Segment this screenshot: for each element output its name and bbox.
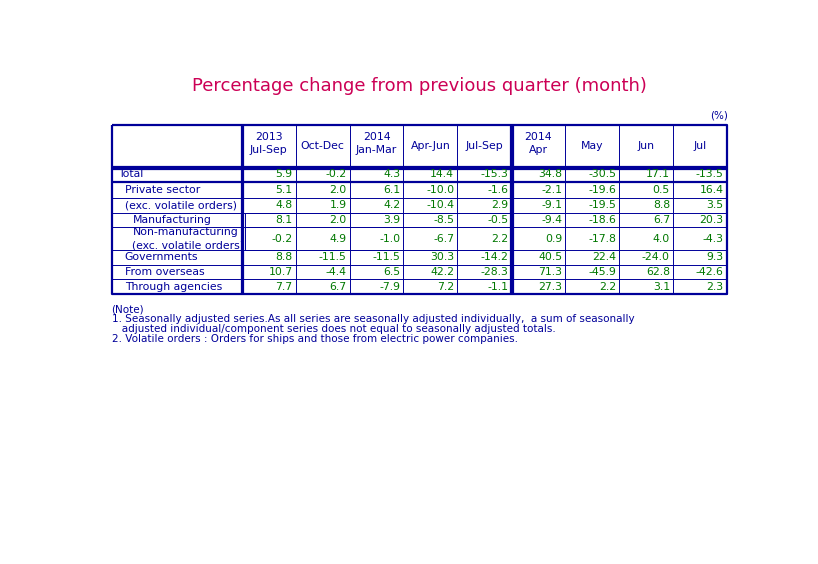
Text: -17.8: -17.8	[588, 233, 616, 244]
Text: 14.4: 14.4	[430, 169, 454, 179]
Text: 10.7: 10.7	[268, 267, 293, 277]
Text: -11.5: -11.5	[318, 252, 347, 262]
Text: -6.7: -6.7	[434, 233, 454, 244]
Text: 2013: 2013	[255, 133, 282, 142]
Text: Private sector: Private sector	[124, 185, 200, 195]
Text: 22.4: 22.4	[592, 252, 616, 262]
Text: 62.8: 62.8	[646, 267, 670, 277]
Text: 16.4: 16.4	[700, 185, 724, 195]
Text: -0.2: -0.2	[326, 169, 347, 179]
Text: -24.0: -24.0	[642, 252, 670, 262]
Text: 2.2: 2.2	[491, 233, 508, 244]
Text: -15.3: -15.3	[480, 169, 508, 179]
Text: 4.3: 4.3	[384, 169, 400, 179]
Text: Through agencies: Through agencies	[124, 281, 222, 292]
Text: 30.3: 30.3	[430, 252, 454, 262]
Text: -10.0: -10.0	[426, 185, 454, 195]
Text: 8.1: 8.1	[276, 215, 293, 225]
Text: 4.9: 4.9	[330, 233, 347, 244]
Text: 6.7: 6.7	[653, 215, 670, 225]
Text: 4.2: 4.2	[384, 200, 400, 210]
Text: -14.2: -14.2	[480, 252, 508, 262]
Text: Apr-Jun: Apr-Jun	[411, 141, 450, 151]
Text: -30.5: -30.5	[588, 169, 616, 179]
Text: From overseas: From overseas	[124, 267, 204, 277]
Text: 40.5: 40.5	[538, 252, 562, 262]
Text: 6.5: 6.5	[384, 267, 400, 277]
Text: 7.2: 7.2	[437, 281, 454, 292]
Text: Manufacturing: Manufacturing	[133, 215, 211, 225]
Text: Jul-Sep: Jul-Sep	[249, 145, 288, 155]
Text: (exc. volatile orders): (exc. volatile orders)	[124, 200, 236, 210]
Text: May: May	[581, 141, 604, 151]
Text: -11.5: -11.5	[372, 252, 400, 262]
Text: 2. Volatile orders : Orders for ships and those from electric power companies.: 2. Volatile orders : Orders for ships an…	[111, 334, 518, 344]
Text: Non-manufacturing
(exc. volatile orders): Non-manufacturing (exc. volatile orders)	[133, 227, 245, 250]
Text: 2.3: 2.3	[707, 281, 724, 292]
Text: 20.3: 20.3	[699, 215, 724, 225]
Text: -9.1: -9.1	[541, 200, 562, 210]
Text: 42.2: 42.2	[430, 267, 454, 277]
Text: 3.9: 3.9	[384, 215, 400, 225]
Text: 17.1: 17.1	[646, 169, 670, 179]
Text: -18.6: -18.6	[588, 215, 616, 225]
Text: -28.3: -28.3	[480, 267, 508, 277]
Text: 3.1: 3.1	[653, 281, 670, 292]
Text: 0.5: 0.5	[653, 185, 670, 195]
Text: -2.1: -2.1	[541, 185, 562, 195]
Text: 6.7: 6.7	[330, 281, 347, 292]
Text: 5.9: 5.9	[276, 169, 293, 179]
Text: 34.8: 34.8	[538, 169, 562, 179]
Text: -4.4: -4.4	[326, 267, 347, 277]
Text: (%): (%)	[711, 111, 729, 121]
Text: -8.5: -8.5	[434, 215, 454, 225]
Text: -19.6: -19.6	[588, 185, 616, 195]
Text: -45.9: -45.9	[588, 267, 616, 277]
Text: 7.7: 7.7	[276, 281, 293, 292]
Text: 27.3: 27.3	[538, 281, 562, 292]
Text: -7.9: -7.9	[380, 281, 400, 292]
Text: 2.0: 2.0	[329, 215, 347, 225]
Text: 2.9: 2.9	[491, 200, 508, 210]
Text: -4.3: -4.3	[703, 233, 724, 244]
Text: -13.5: -13.5	[696, 169, 724, 179]
Text: -1.1: -1.1	[488, 281, 508, 292]
Text: 71.3: 71.3	[538, 267, 562, 277]
Text: Oct-Dec: Oct-Dec	[301, 141, 344, 151]
Text: 1. Seasonally adjusted series.As all series are seasonally adjusted individually: 1. Seasonally adjusted series.As all ser…	[111, 314, 634, 324]
Text: 1.9: 1.9	[330, 200, 347, 210]
Text: Percentage change from previous quarter (month): Percentage change from previous quarter …	[191, 77, 647, 95]
Text: Governments: Governments	[124, 252, 198, 262]
Text: -9.4: -9.4	[541, 215, 562, 225]
Text: -1.6: -1.6	[488, 185, 508, 195]
Text: -42.6: -42.6	[696, 267, 724, 277]
Text: -0.5: -0.5	[487, 215, 508, 225]
Text: -19.5: -19.5	[588, 200, 616, 210]
Text: 4.8: 4.8	[276, 200, 293, 210]
Text: 5.1: 5.1	[276, 185, 293, 195]
Text: -1.0: -1.0	[380, 233, 400, 244]
Text: 8.8: 8.8	[276, 252, 293, 262]
Text: Jul: Jul	[694, 141, 707, 151]
Text: 4.0: 4.0	[653, 233, 670, 244]
Text: 3.5: 3.5	[707, 200, 724, 210]
Text: -0.2: -0.2	[272, 233, 293, 244]
Text: -10.4: -10.4	[426, 200, 454, 210]
Text: adjusted individual/component series does not equal to seasonally adjusted total: adjusted individual/component series doe…	[111, 324, 555, 334]
Text: Apr: Apr	[528, 145, 548, 155]
Text: Jul-Sep: Jul-Sep	[465, 141, 503, 151]
Text: 2.0: 2.0	[329, 185, 347, 195]
Text: 6.1: 6.1	[384, 185, 400, 195]
Text: 0.9: 0.9	[545, 233, 562, 244]
Text: Jan-Mar: Jan-Mar	[356, 145, 397, 155]
Text: 2014: 2014	[362, 133, 390, 142]
Text: 2.2: 2.2	[599, 281, 616, 292]
Text: Jun: Jun	[637, 141, 654, 151]
Text: 8.8: 8.8	[653, 200, 670, 210]
Text: (Note): (Note)	[111, 304, 144, 314]
Text: 2014: 2014	[524, 133, 552, 142]
Text: Total: Total	[119, 169, 144, 179]
Text: 9.3: 9.3	[707, 252, 724, 262]
